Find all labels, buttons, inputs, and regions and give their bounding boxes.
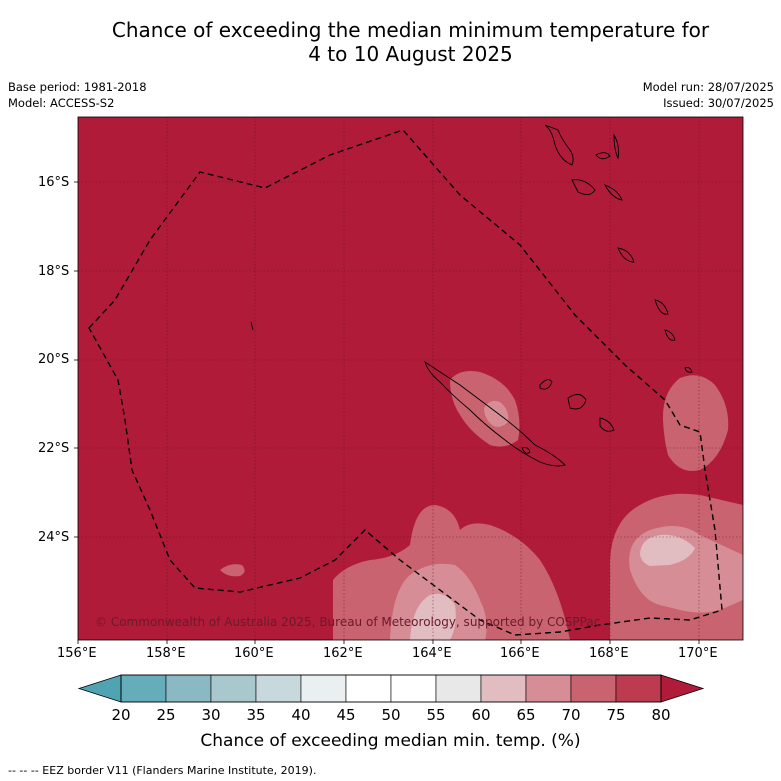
vanuatu-3 [595,152,611,160]
loyalty-islands-3 [599,417,615,432]
colorbar-under-arrow [77,674,122,703]
colorbar-segment [255,674,302,703]
colorbar-tick-label: 65 [516,706,535,724]
model-name: Model: ACCESS-S2 [8,96,115,110]
vanuatu-6 [617,247,635,263]
colorbar-frame [120,674,662,703]
lon-label-164e: 164°E [412,646,452,661]
map-title: Chance of exceeding the median minimum t… [0,18,781,66]
colorbar-segment [345,674,392,703]
vanuatu-1 [544,124,574,166]
base-period: Base period: 1981-2018 [8,80,147,94]
vanuatu-2 [571,179,596,195]
lat-label-22s: 22°S [38,441,70,456]
field-region-east [662,375,729,471]
new-caledonia-coast [424,360,566,467]
lon-label-158e: 158°E [146,646,186,661]
lon-label-160e: 160°E [234,646,274,661]
vanuatu-5 [604,184,623,201]
vanuatu-8 [664,329,676,341]
colorbar-segment [165,674,212,703]
colorbar-segments [120,674,662,703]
colorbar-tick-label: 60 [471,706,490,724]
colorbar-segment [390,674,437,703]
colorbar-tick-label: 75 [606,706,625,724]
lat-label-16s: 16°S [38,175,70,190]
colorbar-label: Chance of exceeding median min. temp. (%… [200,731,581,751]
graticule [78,117,743,640]
field-region-south-core [410,593,456,640]
colorbar-tick-label: 55 [426,706,445,724]
colorbar-segment [120,674,167,703]
title-line-2: 4 to 10 August 2025 [308,42,513,66]
island-west [250,321,254,331]
colorbar-segment [615,674,662,703]
colorbar-tick-label: 20 [111,706,130,724]
lon-label-166e: 166°E [500,646,540,661]
colorbar-over-arrow [660,674,705,703]
axis-ticks [74,181,700,644]
lon-label-168e: 168°E [589,646,629,661]
model-run: Model run: 28/07/2025 [642,80,774,94]
map-field: © Commonwealth of Australia 2025, Bureau… [78,117,743,640]
eez-border [88,129,723,636]
colorbar-segment [300,674,347,703]
colorbar-tick-label: 45 [336,706,355,724]
vanuatu-7 [654,299,669,315]
meta-left: Base period: 1981-2018 Model: ACCESS-S2 [8,79,147,111]
colorbar-segment [525,674,572,703]
issued-date: Issued: 30/07/2025 [663,96,774,110]
loyalty-islands-1 [539,379,553,390]
field-region-sw-blob [220,564,245,577]
field-region-se-core [640,534,695,566]
lon-label-170e: 170°E [678,646,718,661]
map-frame [77,116,744,641]
vanuatu-9 [684,367,693,373]
lon-label-162e: 162°E [323,646,363,661]
meta-right: Model run: 28/07/2025 Issued: 30/07/2025 [643,79,774,111]
title-line-1: Chance of exceeding the median minimum t… [111,18,710,42]
colorbar-segment [210,674,257,703]
lat-label-20s: 20°S [38,352,70,367]
colorbar-tick-label: 30 [201,706,220,724]
coastlines [250,124,693,467]
copyright-notice: © Commonwealth of Australia 2025, Bureau… [95,615,600,629]
colorbar-tick-label: 35 [246,706,265,724]
eez-legend-note: -- -- -- EEZ border V11 (Flanders Marine… [8,764,317,777]
colorbar-ticks: 20 25 30 35 40 45 50 55 60 65 70 75 80 [111,706,670,724]
colorbar-tick-label: 70 [561,706,580,724]
colorbar-tick-label: 80 [651,706,670,724]
lat-label-24s: 24°S [38,530,70,545]
loyalty-islands-2 [567,394,587,410]
colorbar-segment [435,674,482,703]
colorbar-tick-label: 50 [381,706,400,724]
colorbar-segment [480,674,527,703]
lat-label-18s: 18°S [38,264,70,279]
lon-label-156e: 156°E [57,646,97,661]
colorbar-tick-label: 40 [291,706,310,724]
colorbar-tick-label: 25 [156,706,175,724]
colorbar-segment [570,674,617,703]
vanuatu-4 [613,133,619,160]
isle-of-pines [521,447,531,454]
